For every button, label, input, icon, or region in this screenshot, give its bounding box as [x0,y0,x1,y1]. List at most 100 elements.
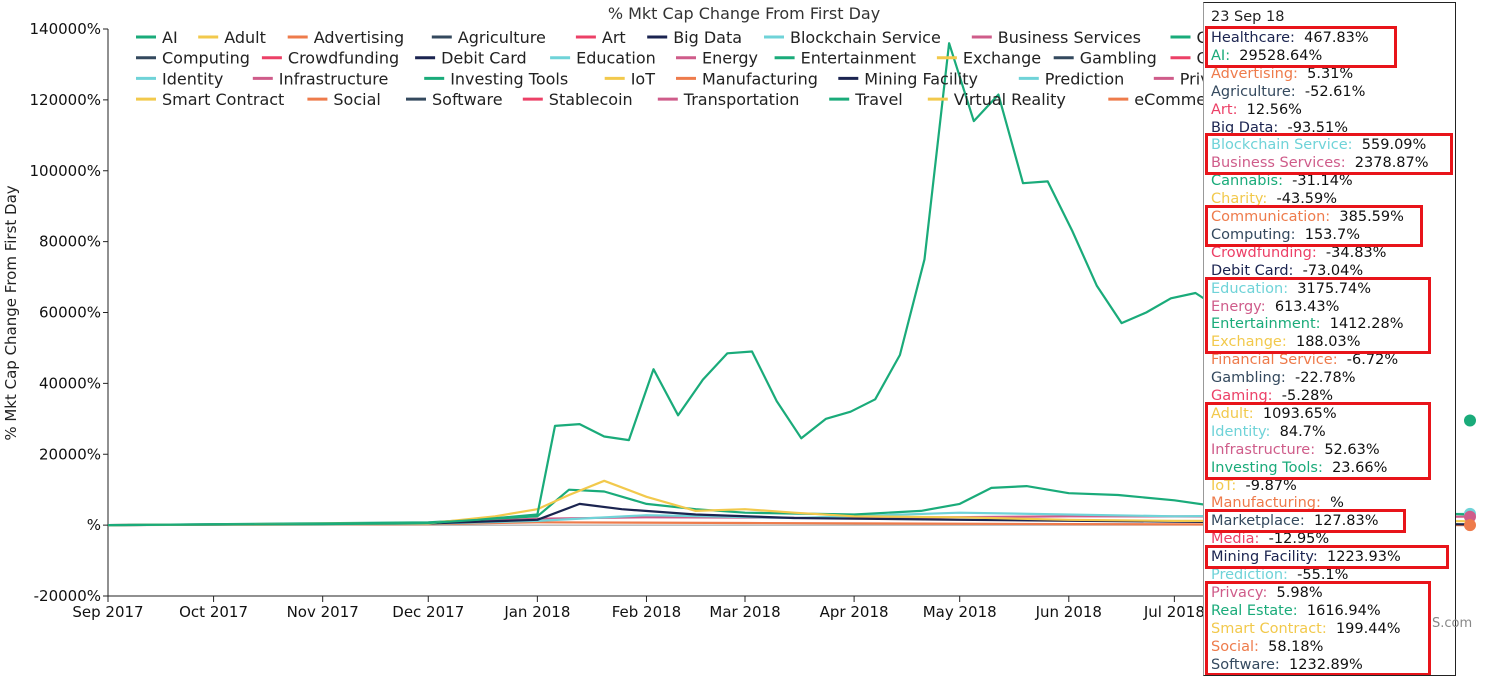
legend-item-blockchain-service[interactable]: Blockchain Service [790,28,941,47]
legend-item-agriculture[interactable]: Agriculture [458,28,546,47]
tooltip-row: Gaming: -5.28% [1211,387,1333,405]
legend-item-education[interactable]: Education [576,49,656,68]
legend-item-big-data[interactable]: Big Data [673,28,742,47]
tooltip-row: Crowdfunding: -34.83% [1211,244,1386,262]
tooltip-series-name: Advertising: [1211,65,1298,82]
highlight-box [1205,276,1432,355]
legend-item-advertising[interactable]: Advertising [314,28,405,47]
legend-item-energy[interactable]: Energy [702,49,758,68]
legend-item-social[interactable]: Social [333,90,380,109]
tooltip-series-name: Mining Facility: [1211,549,1318,566]
y-tick-label: 140000% [29,20,101,38]
tooltip-series-value: -93.51% [1278,119,1349,136]
x-axis: Sep 2017 Oct 2017 Nov 2017 Dec 2017 Jan 2018… [72,595,1320,621]
tooltip-series-value: 5.31% [1297,65,1354,82]
legend-item-mining-facility[interactable]: Mining Facility [864,69,978,88]
tooltip-series-name: Gambling: [1211,370,1286,387]
legend-item-virtual-reality[interactable]: Virtual Reality [954,90,1066,109]
legend-item-prediction[interactable]: Prediction [1045,69,1124,88]
tooltip-row: Healthcare: 467.83% [1211,29,1369,47]
hover-tooltip: 23 Sep 18 Healthcare: 467.83% AI: 29528.6… [1203,2,1456,676]
tooltip-series-value: -34.83% [1316,244,1387,261]
tooltip-series-value: 1093.65% [1253,405,1337,422]
legend-item-entertainment[interactable]: Entertainment [801,49,916,68]
tooltip-row: Prediction: -55.1% [1211,566,1348,584]
tooltip-series-name: IoT: [1211,477,1237,494]
tooltip-row: Smart Contract: 199.44% [1211,620,1400,638]
tooltip-row: Manufacturing: % [1211,494,1344,512]
tooltip-row: Investing Tools: 23.66% [1211,459,1387,477]
tooltip-series-value: 23.66% [1322,459,1388,476]
legend-item-infrastructure[interactable]: Infrastructure [279,69,388,88]
tooltip-row: Adult: 1093.65% [1211,405,1337,423]
tooltip-series-name: Prediction: [1211,567,1288,583]
series-line-investing-tools [107,485,1471,527]
legend-item-ai[interactable]: AI [162,28,178,47]
y-axis: 140000% 120000% 100000% 80000% 60000% 40000% 2… [29,20,109,605]
legend-item-smart-contract[interactable]: Smart Contract [162,90,284,109]
tooltip-series-value: 84.7% [1270,423,1326,440]
legend-item-business-services[interactable]: Business Services [998,28,1141,47]
legend-item-software[interactable]: Software [432,90,503,109]
tooltip-series-name: Software: [1211,656,1280,673]
highlight-box [1205,401,1432,480]
legend-item-manufacturing[interactable]: Manufacturing [702,69,818,88]
tooltip-series-name: AI: [1211,47,1231,64]
legend-item-adult[interactable]: Adult [224,28,266,47]
legend-item-computing[interactable]: Computing [162,49,250,68]
tooltip-series-value: -12.95% [1259,531,1330,548]
tooltip-row: Marketplace: 127.83% [1211,512,1378,530]
legend-item-debit-card[interactable]: Debit Card [441,49,527,68]
tooltip-row: Real Estate: 1616.94% [1211,602,1381,620]
tooltip-series-name: Manufacturing: [1211,495,1321,512]
tooltip-series-value: 1616.94% [1297,602,1381,619]
x-tick-label: Oct 2017 [179,603,248,621]
tooltip-series-name: Charity: [1211,191,1268,208]
tooltip-row: IoT: -9.87% [1211,477,1297,495]
tooltip-series-value: 188.03% [1286,334,1361,351]
highlight-box [1205,26,1397,68]
tooltip-row: Energy: 613.43% [1211,298,1339,316]
y-tick-label: -20000% [34,587,101,605]
tooltip-series-value: 58.18% [1258,638,1324,655]
tooltip-row: Advertising: 5.31% [1211,65,1353,83]
tooltip-date: 23 Sep 18 [1211,9,1285,25]
legend: AI Adult Advertising Agriculture Art Big Data… [136,28,1439,109]
series-line-ai [107,42,1221,527]
end-marker-advertising [1464,519,1476,532]
x-tick-label: Nov 2017 [287,603,359,621]
tooltip-row: Financial Service: -6.72% [1211,351,1398,369]
tooltip-row: Communication: 385.59% [1211,208,1404,226]
legend-item-iot[interactable]: IoT [631,69,656,88]
tooltip-series-name: Infrastructure: [1211,441,1316,458]
tooltip-row: Computing: 153.7% [1211,226,1360,244]
legend-item-gambling[interactable]: Gambling [1080,49,1157,68]
legend-item-transportation[interactable]: Transportation [683,90,800,109]
tooltip-series-name: Adult: [1211,405,1254,422]
tooltip-series-value: -9.87% [1236,477,1297,494]
tooltip-series-name: Agriculture: [1211,83,1296,100]
legend-item-stablecoin[interactable]: Stablecoin [549,90,633,109]
tooltip-row: Software: 1232.89% [1211,656,1363,674]
tooltip-series-name: Marketplace: [1211,513,1305,530]
tooltip-row: Social: 58.18% [1211,638,1323,656]
legend-item-travel[interactable]: Travel [854,90,903,109]
legend-item-identity[interactable]: Identity [162,69,223,88]
tooltip-series-value: -6.72% [1337,352,1399,369]
legend-item-investing-tools[interactable]: Investing Tools [450,69,568,88]
x-tick-label: May 2018 [923,603,997,621]
tooltip-series-value: 467.83% [1294,30,1369,46]
tooltip-row: Big Data: -93.51% [1211,119,1348,137]
tooltip-series-name: Media: [1211,531,1260,548]
legend-item-crowdfunding[interactable]: Crowdfunding [288,49,399,68]
tooltip-row: Debit Card: -73.04% [1211,262,1363,280]
tooltip-series-name: Exchange: [1211,334,1287,351]
tooltip-series-value: 5.98% [1267,584,1323,601]
x-tick-label: Jan 2018 [503,603,570,621]
x-tick-label: Mar 2018 [709,603,780,621]
legend-item-exchange[interactable]: Exchange [963,49,1041,68]
legend-item-art[interactable]: Art [602,28,626,47]
tooltip-series-name: Communication: [1211,209,1331,225]
tooltip-series-value: 613.43% [1265,298,1340,315]
tooltip-series-value: 1223.93% [1317,549,1401,566]
